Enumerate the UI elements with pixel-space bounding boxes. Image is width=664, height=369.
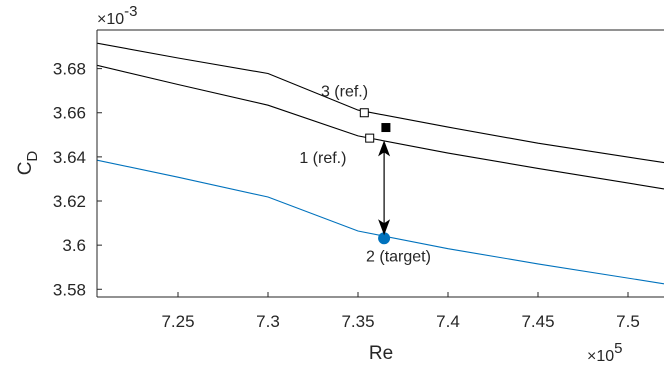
y-multiplier: ×10-3 [97,3,137,28]
x-tick-label: 7.45 [521,312,554,331]
y-multiplier-exponent: -3 [124,3,137,20]
x-tick-label: 7.25 [161,312,194,331]
x-tick-label: 7.5 [616,312,640,331]
x-tick-label: 7.35 [341,312,374,331]
curve-annotation: 2 (target) [366,248,431,265]
x-tick-label: 7.3 [256,312,280,331]
arrow-head-down [378,219,391,236]
y-axis-label-subscript: D [24,151,41,162]
open-square-marker [365,133,375,143]
open-square-marker [359,108,369,118]
y-tick-label: 3.6 [62,236,86,255]
y-axis-label: CD [15,151,41,176]
series-line-1 [97,42,664,164]
y-tick-label: 3.62 [53,192,86,211]
x-multiplier: ×105 [587,340,622,365]
annotation-layer: 3 (ref.) 1 (ref.) 2 (target) [299,83,431,265]
label-layer: Re CD ×10-3 ×105 [15,3,622,365]
tick-layer: 7.25 7.3 7.35 7.4 7.45 7.5 3.58 3.6 3.62 3.64 3.66… [53,60,640,331]
y-axis-label-main: C [15,162,36,176]
filled-circle-marker [378,232,391,245]
y-tick-label: 3.66 [53,104,86,123]
series-line-3 [97,159,664,285]
x-tick-label: 7.4 [436,312,460,331]
x-multiplier-base: ×10 [587,348,614,365]
curve-annotation: 3 (ref.) [321,83,368,100]
y-multiplier-base: ×10 [97,11,124,28]
arrow-layer [378,140,391,236]
curve-annotation: 1 (ref.) [299,150,346,167]
y-tick-label: 3.64 [53,148,86,167]
x-multiplier-exponent: 5 [614,340,622,357]
x-axis-label: Re [369,343,393,364]
arrow-head-up [378,140,391,157]
marker-layer [359,108,391,245]
series-line-2 [97,64,664,190]
axes-layer [96,29,664,298]
y-tick-label: 3.58 [53,280,86,299]
y-tick-label: 3.68 [53,60,86,79]
series-layer [97,42,664,285]
filled-square-marker [381,123,391,133]
